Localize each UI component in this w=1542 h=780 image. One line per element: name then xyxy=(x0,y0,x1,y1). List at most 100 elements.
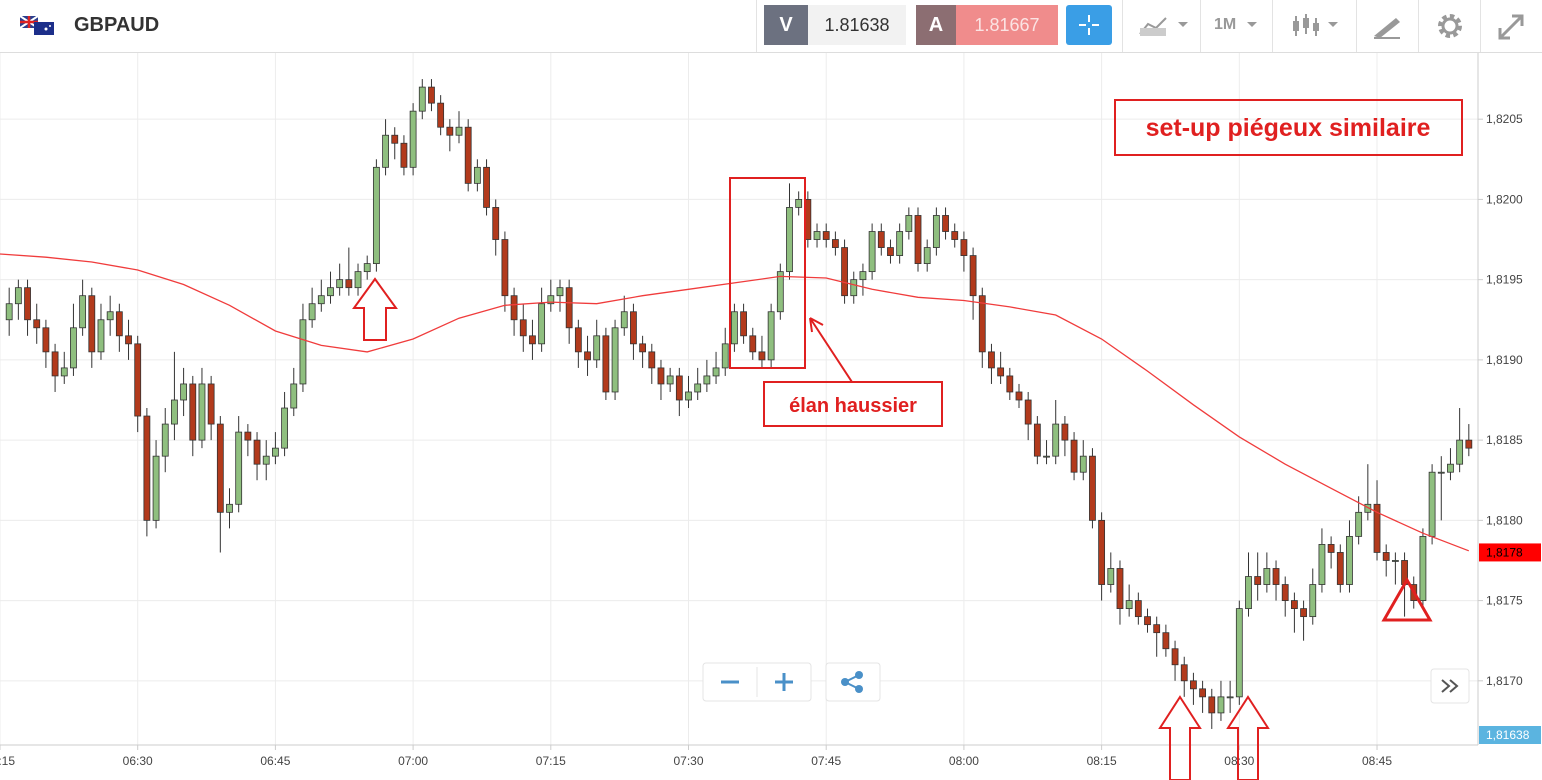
candle-body xyxy=(483,166,490,208)
separator xyxy=(756,0,757,52)
candle-body xyxy=(776,271,784,313)
symbol: GBPAUD xyxy=(74,14,160,36)
candle-body xyxy=(152,455,160,521)
candle-body xyxy=(574,327,582,353)
sell-price[interactable]: 1.81638 xyxy=(808,5,906,45)
candle-body xyxy=(620,311,628,329)
candle-body xyxy=(290,383,298,409)
buy-price[interactable]: 1.81667 xyxy=(956,5,1058,45)
candle-body xyxy=(272,447,279,457)
candle-body xyxy=(877,231,885,248)
crosshair-button[interactable] xyxy=(1066,5,1112,45)
expand-icon[interactable] xyxy=(1496,12,1526,42)
share-button[interactable] xyxy=(825,662,881,702)
candle-body xyxy=(822,231,830,240)
timeframe[interactable]: 1M xyxy=(1214,16,1237,33)
x-tick-label: 06:15 xyxy=(0,754,15,768)
candle-body xyxy=(216,423,224,513)
candle-body xyxy=(1373,503,1381,553)
candle-body xyxy=(1171,648,1179,666)
candle-body xyxy=(244,431,252,441)
candle-body xyxy=(1263,568,1271,585)
candle-body xyxy=(547,295,555,305)
candle-body xyxy=(455,126,463,136)
candle-body xyxy=(437,102,445,128)
candle-body xyxy=(1447,463,1454,473)
candle-body xyxy=(327,287,334,297)
candle-body xyxy=(1089,455,1096,521)
y-tick-label: 1,8185 xyxy=(1486,433,1523,447)
candle-body xyxy=(960,239,968,256)
x-tick-label: 07:45 xyxy=(811,754,841,768)
candle-body xyxy=(942,215,949,232)
candle-body xyxy=(161,423,169,457)
candle-body xyxy=(997,367,1005,377)
settings-icon[interactable] xyxy=(1434,10,1466,42)
candle-body xyxy=(1235,608,1243,698)
candle-body xyxy=(1336,552,1344,585)
arrow-up xyxy=(1158,695,1202,780)
candle-body xyxy=(1391,560,1399,562)
share-icon xyxy=(841,671,863,693)
plot xyxy=(0,79,1473,729)
candle-body xyxy=(1245,576,1252,610)
candle-body xyxy=(556,287,564,297)
candle-body xyxy=(33,319,41,329)
candle-body xyxy=(317,295,325,305)
label-box xyxy=(1114,99,1463,156)
y-tick-label: 1,8180 xyxy=(1486,513,1523,527)
candle-body xyxy=(786,207,793,273)
candle-body xyxy=(226,503,233,513)
candle-body xyxy=(712,367,720,377)
candle-body xyxy=(253,439,261,465)
candle-body xyxy=(740,311,747,337)
candle-body xyxy=(97,319,105,353)
candle-body xyxy=(400,142,408,168)
candle-body xyxy=(1419,535,1427,601)
candle-body xyxy=(464,126,472,184)
candle-body xyxy=(1199,688,1206,698)
price-tag xyxy=(1479,726,1541,744)
candle-icon[interactable] xyxy=(1288,12,1344,40)
candle-body xyxy=(813,231,821,240)
candle-body xyxy=(382,134,389,168)
candle-body xyxy=(795,199,803,208)
candle-body xyxy=(1327,544,1335,553)
candle-body xyxy=(630,311,637,345)
sell-button[interactable]: V xyxy=(764,5,808,45)
candle-body xyxy=(859,271,867,281)
candle-body xyxy=(1107,568,1115,585)
candle-body xyxy=(1254,576,1262,585)
candle-body xyxy=(1180,664,1188,682)
candle-body xyxy=(1052,423,1060,457)
annotations xyxy=(352,99,1463,780)
candle-body xyxy=(1079,455,1087,473)
candle-body xyxy=(969,255,977,297)
buy-button[interactable]: A xyxy=(916,5,956,45)
y-tick-label: 1,8205 xyxy=(1486,112,1523,126)
candle-body xyxy=(51,351,59,377)
dropdown-icon xyxy=(1247,22,1257,27)
pointer-arrow xyxy=(809,317,853,383)
x-tick-label: 07:15 xyxy=(536,754,566,768)
x-tick-label: 07:00 xyxy=(398,754,428,768)
candle-body xyxy=(1290,600,1298,610)
zoom-in[interactable] xyxy=(775,673,793,691)
candle-body xyxy=(639,343,647,353)
crosshair-icon xyxy=(1079,15,1099,35)
candle-body xyxy=(1309,584,1317,618)
candle-body xyxy=(868,231,876,273)
candle-body xyxy=(602,335,610,393)
candle-body xyxy=(235,431,243,505)
candle-body xyxy=(409,110,417,168)
candle-body xyxy=(758,351,766,361)
candle-body xyxy=(70,327,77,369)
candle-body xyxy=(584,351,591,361)
draw-icon[interactable] xyxy=(1370,12,1402,40)
candle-body xyxy=(1437,471,1445,474)
candle-body xyxy=(1070,439,1078,473)
candle-body xyxy=(336,279,344,289)
candle-body xyxy=(262,455,270,465)
candle-body xyxy=(565,287,573,329)
chart-type-icon[interactable] xyxy=(1136,12,1192,40)
